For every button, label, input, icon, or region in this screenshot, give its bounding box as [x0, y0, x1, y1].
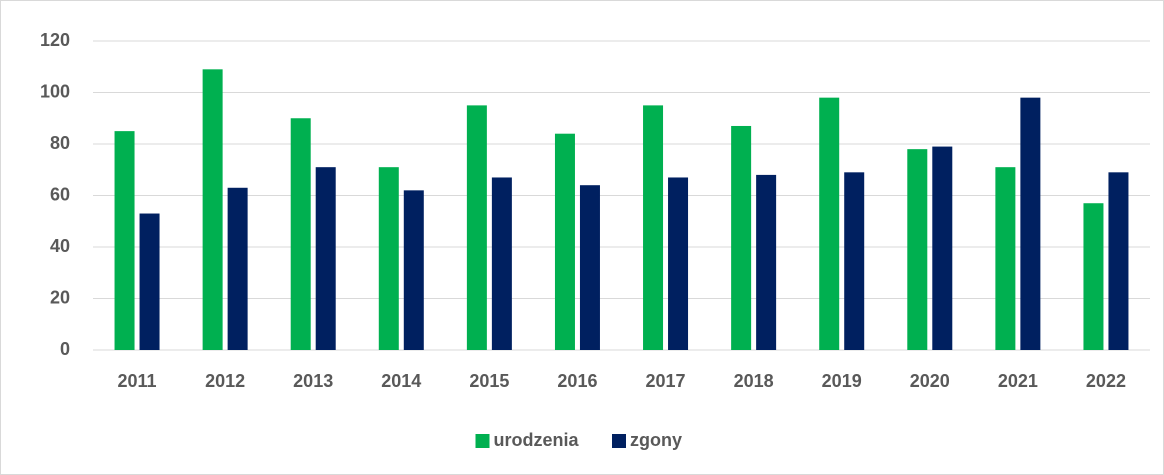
legend-swatch	[612, 434, 626, 448]
x-tick-label: 2019	[822, 371, 862, 391]
bar	[819, 97, 840, 351]
x-tick-label: 2012	[205, 371, 245, 391]
bar	[139, 213, 160, 350]
x-tick-label: 2011	[118, 371, 157, 391]
bar	[227, 187, 248, 350]
y-tick-label: 80	[50, 133, 70, 153]
bar	[995, 167, 1016, 350]
x-tick-label: 2016	[557, 371, 597, 391]
bar	[643, 105, 664, 350]
bar	[403, 190, 424, 350]
x-tick-label: 2015	[469, 371, 509, 391]
x-tick-label: 2020	[910, 371, 950, 391]
bar	[907, 149, 928, 350]
bar	[466, 105, 487, 350]
bar	[579, 185, 600, 350]
y-tick-label: 120	[40, 30, 70, 50]
bar	[554, 133, 575, 350]
x-tick-label: 2013	[293, 371, 333, 391]
bar	[378, 167, 399, 350]
bar	[491, 177, 512, 350]
bar	[844, 172, 865, 350]
legend-label: zgony	[630, 430, 682, 450]
bar	[1020, 97, 1041, 351]
y-tick-label: 20	[50, 287, 70, 307]
x-tick-label: 2017	[646, 371, 686, 391]
bar	[668, 177, 689, 350]
x-tick-label: 2018	[734, 371, 774, 391]
bar	[290, 118, 311, 350]
bar	[202, 69, 223, 350]
x-tick-label: 2014	[381, 371, 421, 391]
legend-label: urodzenia	[494, 430, 580, 450]
bar	[315, 167, 336, 350]
x-tick-label: 2021	[998, 371, 1038, 391]
bar	[932, 146, 953, 350]
legend-swatch	[475, 434, 490, 448]
bar	[114, 131, 135, 350]
bar	[756, 174, 777, 350]
y-tick-label: 100	[40, 81, 70, 101]
y-tick-label: 60	[50, 184, 70, 204]
bar	[731, 125, 752, 350]
y-tick-label: 40	[50, 236, 70, 256]
x-tick-label: 2022	[1086, 371, 1126, 391]
y-tick-label: 0	[60, 339, 70, 359]
bar	[1108, 172, 1129, 350]
bar	[1083, 203, 1104, 350]
